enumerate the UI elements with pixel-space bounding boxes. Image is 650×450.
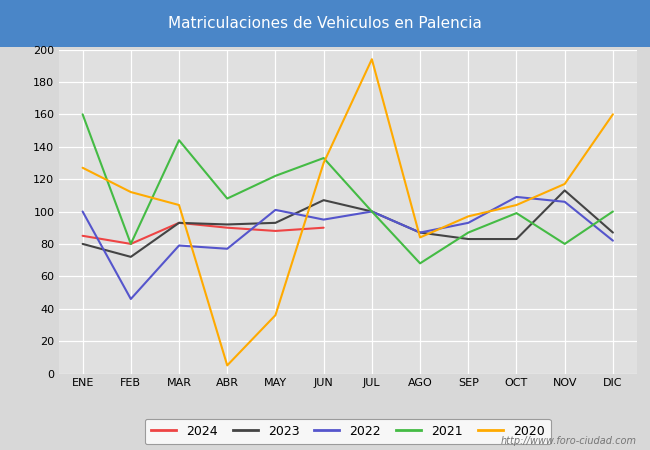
Text: http://www.foro-ciudad.com: http://www.foro-ciudad.com <box>501 436 637 446</box>
Text: Matriculaciones de Vehiculos en Palencia: Matriculaciones de Vehiculos en Palencia <box>168 16 482 31</box>
Legend: 2024, 2023, 2022, 2021, 2020: 2024, 2023, 2022, 2021, 2020 <box>145 418 551 444</box>
